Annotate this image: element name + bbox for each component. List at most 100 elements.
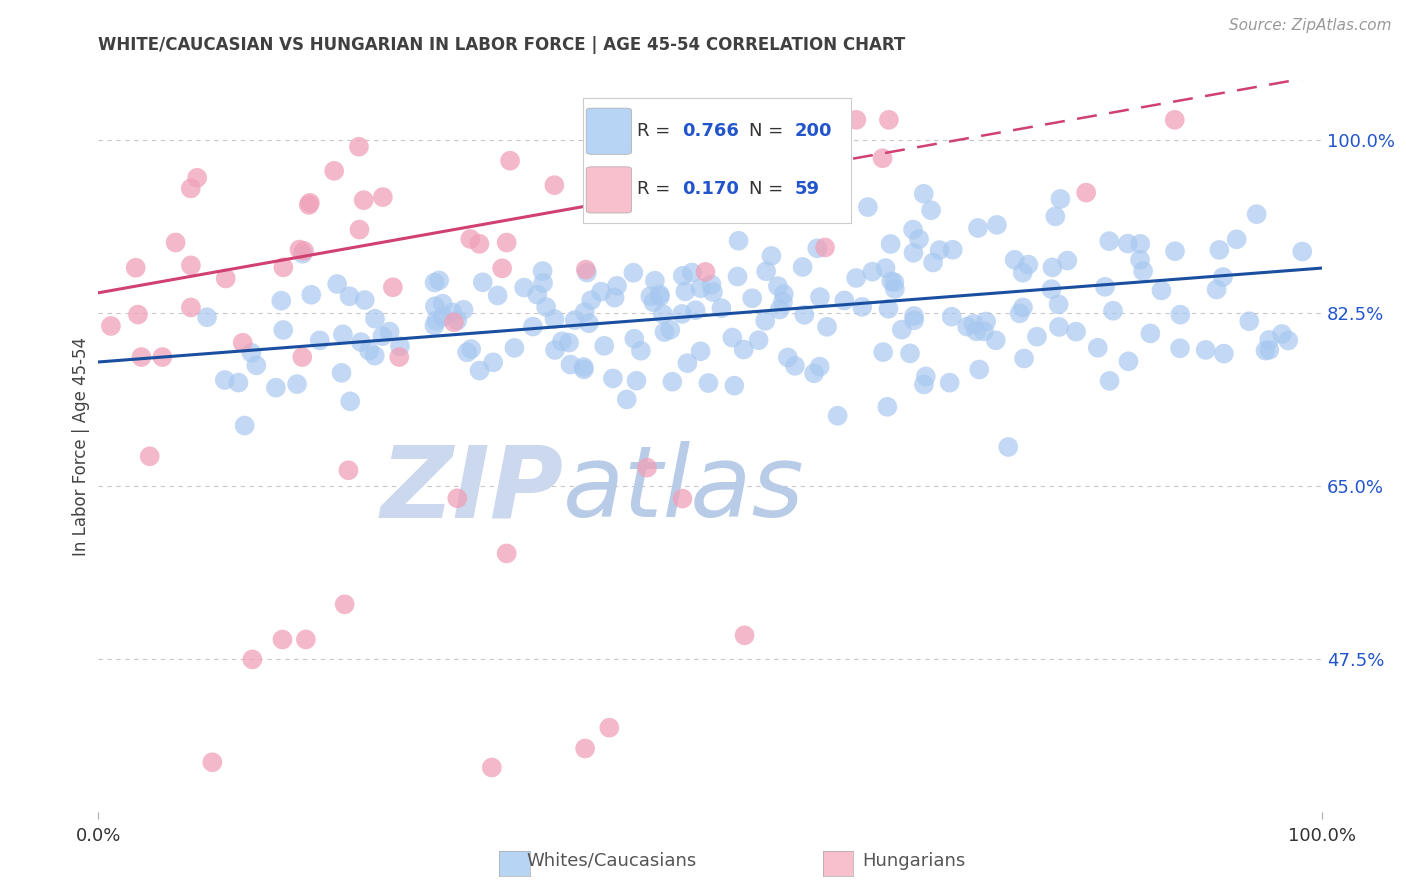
Point <box>292 244 315 258</box>
Point <box>621 266 644 280</box>
Point <box>776 351 799 365</box>
Point <box>381 280 404 294</box>
Point <box>1094 280 1116 294</box>
Point <box>359 343 381 358</box>
Point <box>702 285 724 299</box>
Point <box>792 260 814 274</box>
Point <box>671 491 693 506</box>
Point <box>783 359 806 373</box>
Point <box>371 190 394 204</box>
Point <box>761 249 783 263</box>
Point <box>339 289 361 303</box>
Point <box>446 491 468 506</box>
Point <box>772 295 794 310</box>
Point <box>1150 284 1173 298</box>
Point <box>603 291 626 305</box>
Point <box>1008 306 1031 320</box>
Point <box>560 358 582 372</box>
Point <box>1254 343 1277 358</box>
Point <box>468 236 491 251</box>
Point <box>901 222 924 236</box>
Point <box>574 741 596 756</box>
Point <box>912 377 935 392</box>
Point <box>589 285 612 299</box>
Point <box>270 293 292 308</box>
Point <box>1042 260 1064 275</box>
Point <box>1208 243 1230 257</box>
Text: 59: 59 <box>794 180 820 198</box>
Point <box>1212 346 1234 360</box>
Point <box>974 314 997 328</box>
Point <box>575 266 598 280</box>
Point <box>349 222 371 236</box>
Point <box>579 293 602 308</box>
Point <box>471 275 494 289</box>
Point <box>1212 270 1234 285</box>
Point <box>772 287 794 301</box>
Point <box>856 200 879 214</box>
Point <box>482 355 505 369</box>
Point <box>652 307 675 321</box>
Point <box>733 343 755 357</box>
Point <box>432 310 454 324</box>
Point <box>195 310 218 325</box>
Point <box>876 400 898 414</box>
Point <box>986 218 1008 232</box>
Point <box>1098 374 1121 388</box>
Point <box>214 373 236 387</box>
Point <box>215 271 238 285</box>
Point <box>1049 192 1071 206</box>
Point <box>851 300 873 314</box>
Point <box>1017 258 1039 272</box>
Point <box>1045 210 1067 224</box>
Point <box>877 301 900 316</box>
Point <box>644 274 666 288</box>
Point <box>326 277 349 291</box>
Point <box>350 334 373 349</box>
Point <box>425 314 447 328</box>
Point <box>499 153 522 168</box>
Point <box>291 246 314 260</box>
Point <box>1076 186 1098 200</box>
Point <box>898 346 921 360</box>
Point <box>903 313 925 327</box>
Point <box>903 309 925 323</box>
Point <box>598 721 620 735</box>
Text: Whites/Caucasians: Whites/Caucasians <box>526 852 697 870</box>
Point <box>1226 232 1249 246</box>
Point <box>723 378 745 392</box>
Point <box>371 329 394 343</box>
Point <box>808 290 831 304</box>
Point <box>648 287 671 301</box>
Point <box>818 196 841 211</box>
Point <box>962 317 984 331</box>
Point <box>741 291 763 305</box>
Point <box>468 363 491 377</box>
Point <box>814 240 837 254</box>
Point <box>1258 333 1281 347</box>
Point <box>273 260 295 275</box>
Point <box>125 260 148 275</box>
Text: R =: R = <box>637 122 676 140</box>
Point <box>616 392 638 407</box>
Point <box>1064 325 1087 339</box>
Point <box>880 274 903 288</box>
Point <box>967 221 990 235</box>
Point <box>661 375 683 389</box>
Point <box>860 265 883 279</box>
Point <box>423 276 446 290</box>
Point <box>180 181 202 195</box>
Point <box>872 345 894 359</box>
Point <box>558 335 581 350</box>
Point <box>486 288 509 302</box>
Point <box>574 305 596 319</box>
Point <box>815 319 838 334</box>
Point <box>228 376 250 390</box>
Point <box>685 303 707 318</box>
Point <box>271 632 294 647</box>
Point <box>271 323 294 337</box>
Point <box>1102 303 1125 318</box>
Point <box>232 335 254 350</box>
Text: 0.170: 0.170 <box>682 180 740 198</box>
Point <box>522 319 544 334</box>
